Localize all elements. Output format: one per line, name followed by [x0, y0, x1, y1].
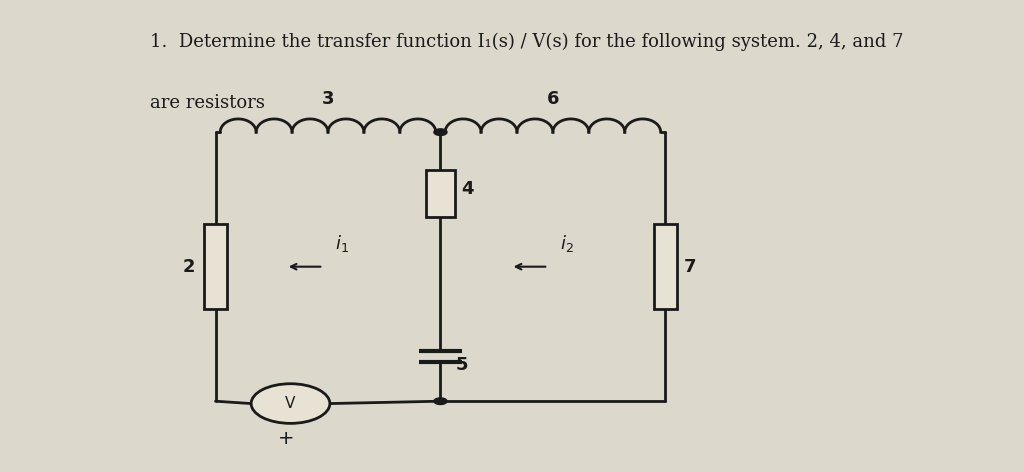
Circle shape	[251, 384, 330, 423]
Text: 1.  Determine the transfer function I₁(s) / V(s) for the following system. 2, 4,: 1. Determine the transfer function I₁(s)…	[150, 33, 903, 51]
Text: 7: 7	[684, 258, 696, 276]
Bar	[654, 224, 677, 309]
Circle shape	[434, 398, 447, 405]
Text: $i_1$: $i_1$	[335, 233, 349, 253]
Text: 3: 3	[322, 90, 334, 108]
Text: 6: 6	[547, 90, 559, 108]
Text: 4: 4	[461, 180, 473, 198]
Circle shape	[434, 129, 447, 135]
Bar	[426, 170, 455, 217]
Text: $i_2$: $i_2$	[560, 233, 573, 253]
Text: V: V	[286, 396, 296, 411]
Text: +: +	[278, 429, 294, 448]
Text: are resistors: are resistors	[150, 94, 265, 112]
Text: 5: 5	[456, 356, 468, 374]
Text: 2: 2	[182, 258, 195, 276]
Bar	[205, 224, 226, 309]
